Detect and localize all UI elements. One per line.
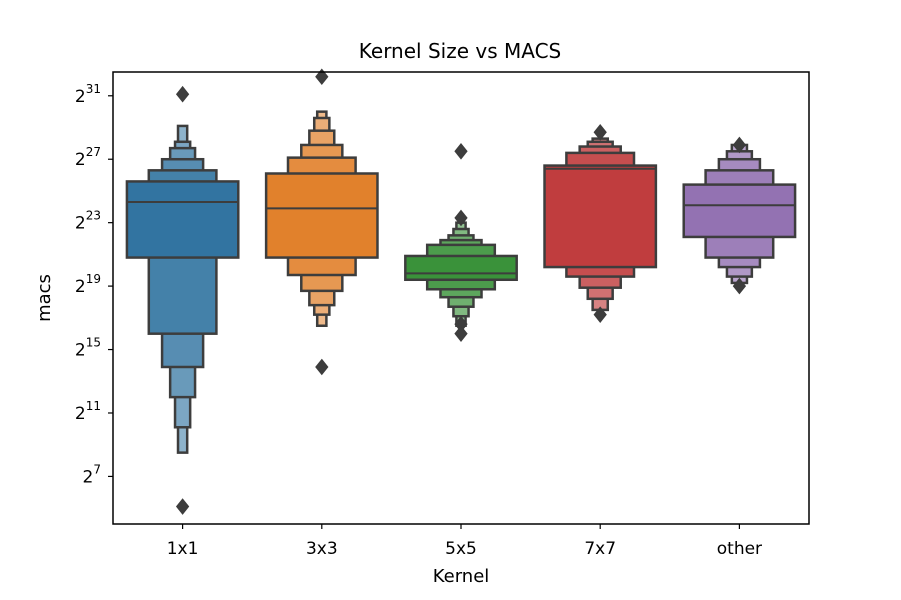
outlier-point [593, 306, 607, 323]
outlier-point [315, 68, 329, 86]
y-tick-base: 2 [75, 150, 86, 170]
x-tick-label: 7x7 [584, 539, 616, 559]
plot-area [125, 68, 797, 515]
outlier-point [732, 277, 747, 295]
boxen-group-5x5 [404, 142, 518, 342]
x-tick-label: other [717, 539, 762, 559]
y-axis-label: macs [34, 274, 55, 322]
y-tick-exponent: 15 [86, 336, 101, 350]
outlier-point [732, 136, 747, 154]
x-tick-label: 5x5 [445, 539, 477, 559]
x-axis: 1x1 3x3 5x5 7x7 other [167, 524, 762, 559]
outlier-point [454, 142, 468, 160]
y-tick-label: 27 [83, 462, 101, 487]
y-tick-base: 2 [75, 277, 86, 297]
x-axis-label: Kernel [433, 566, 490, 587]
y-tick-exponent: 23 [86, 209, 101, 223]
y-tick-label: 231 [75, 82, 101, 107]
boxen-group-1x1 [125, 85, 240, 515]
outlier-point [454, 209, 468, 227]
outlier-point [175, 498, 190, 515]
y-tick-base: 2 [75, 214, 86, 234]
plot-frame [112, 71, 810, 525]
y-tick-label: 211 [75, 399, 101, 424]
boxen-level-0 [682, 183, 797, 239]
y-tick-exponent: 11 [86, 399, 101, 413]
outlier-point [175, 85, 190, 103]
boxen-group-7x7 [543, 123, 658, 323]
boxen-level-0 [264, 172, 379, 259]
y-tick-base: 2 [75, 87, 86, 107]
boxen-group-3x3 [264, 68, 379, 376]
boxen-level-0 [404, 254, 518, 282]
y-tick-label: 219 [75, 272, 101, 297]
y-tick-label: 223 [75, 209, 101, 234]
y-tick-base: 2 [75, 404, 86, 424]
y-tick-base: 2 [83, 467, 94, 487]
outlier-point [593, 123, 607, 141]
y-tick-base: 2 [75, 341, 86, 361]
chart-title: Kernel Size vs MACS [359, 39, 561, 63]
boxen-group-other [682, 136, 797, 295]
y-tick-label: 215 [75, 336, 101, 361]
y-tick-exponent: 27 [86, 145, 101, 159]
boxen-level-0 [543, 164, 658, 269]
y-tick-label: 227 [75, 145, 101, 170]
outlier-point [454, 325, 468, 342]
y-tick-exponent: 7 [93, 462, 101, 476]
x-tick-label: 1x1 [167, 539, 199, 559]
x-tick-label: 3x3 [306, 539, 338, 559]
boxen-level-0 [125, 180, 240, 259]
y-tick-exponent: 31 [86, 82, 101, 96]
outlier-point [315, 358, 329, 376]
y-tick-exponent: 19 [86, 272, 101, 286]
